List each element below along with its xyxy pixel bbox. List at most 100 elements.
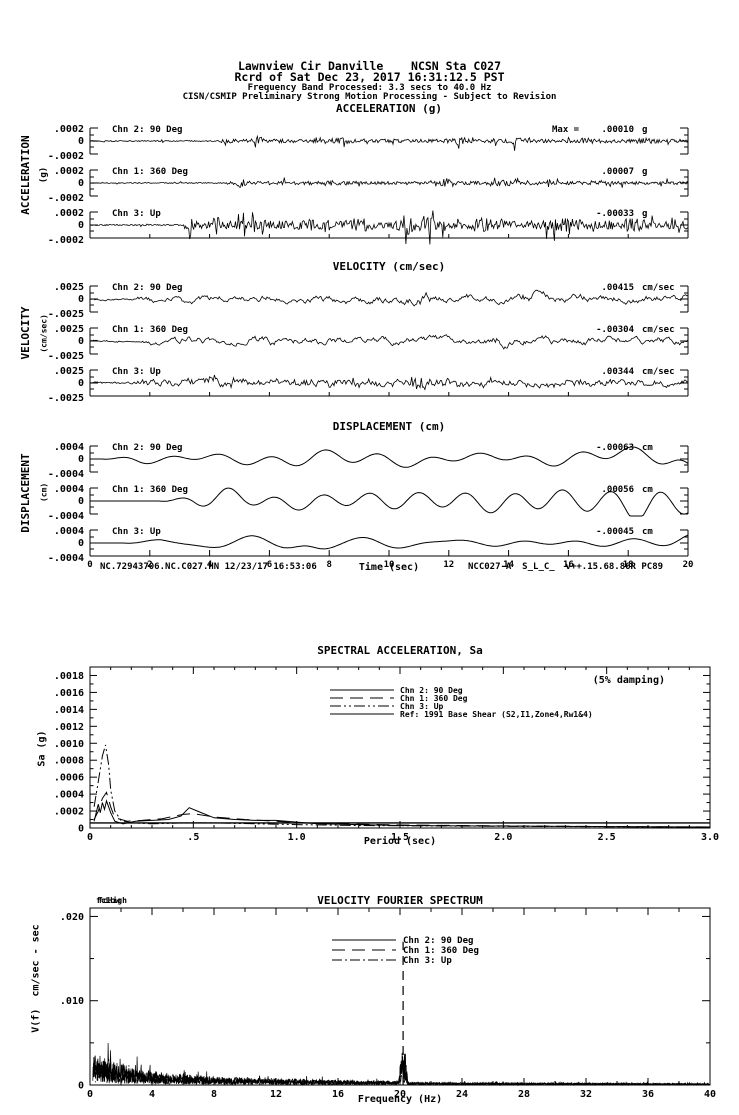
legend-label-chn-1-360-deg: Chn 1: 360 Deg — [400, 694, 468, 703]
ytick-label: .0004 — [54, 790, 84, 801]
fourier-trace-chn-3-up — [92, 1059, 711, 1087]
xtick-label: 2.5 — [598, 832, 616, 843]
ytick-label: 0 — [78, 378, 84, 389]
unit-label: cm/sec — [642, 367, 675, 377]
ytick-label: .020 — [60, 912, 84, 923]
ytick-label: .0010 — [54, 739, 84, 750]
xtick-label: 4 — [207, 560, 213, 570]
ytick-label: 0 — [78, 136, 84, 147]
ytick-label: -.0025 — [48, 309, 84, 320]
channel-label: Chn 3: Up — [112, 209, 161, 219]
trace-chn-2-90-deg — [90, 446, 689, 468]
xtick-label: 0 — [87, 1089, 93, 1100]
legend-label-chn-3-up: Chn 3: Up — [403, 956, 452, 966]
legend-label-chn-2-90-deg: Chn 2: 90 Deg — [400, 686, 463, 695]
ytick-label: -.0004 — [48, 511, 84, 522]
spectral-acceleration-title: SPECTRAL ACCELERATION, Sa — [317, 644, 483, 657]
ytick-label: -.0004 — [48, 469, 84, 480]
acceleration-title: ACCELERATION (g) — [336, 102, 442, 115]
max-value-label: -.00304 — [596, 325, 635, 335]
max-value-label: .00010 — [601, 125, 634, 135]
xtick-label: 20 — [683, 560, 694, 570]
xtick-label: 8 — [326, 560, 331, 570]
ytick-label: 0 — [78, 496, 84, 507]
max-value-label: .00007 — [601, 167, 634, 177]
max-value-label: -.00033 — [596, 209, 634, 219]
max-value-label: .00056 — [601, 485, 634, 495]
trace-chn-1-360-deg — [90, 487, 689, 517]
header-processing-line: CISN/CSMIP Preliminary Strong Motion Pro… — [182, 92, 557, 102]
xtick-label: 3.0 — [701, 832, 719, 843]
xtick-label: 1.5 — [391, 832, 409, 843]
ytick-label: -.0002 — [48, 151, 84, 162]
velocity-fourier-spectrum-plot: .020 .010 00 4 8 12 16 20 24 28 32 36 40 Chn 2: 90 De… — [60, 907, 716, 1100]
displacement-title: DISPLACEMENT (cm) — [332, 420, 446, 433]
xtick-label: 12 — [443, 560, 454, 570]
fourier-spectrum-title: VELOCITY FOURIER SPECTRUM — [317, 894, 483, 907]
trace-chn-3-up — [89, 210, 689, 245]
xtick-label: 36 — [642, 1089, 654, 1100]
unit-label: cm/sec — [642, 283, 675, 293]
trace-chn-1-360-deg — [89, 334, 689, 350]
xtick-label: 1.0 — [288, 832, 306, 843]
ytick-label: .0002 — [54, 166, 84, 177]
legend-label-ref-1991-base-shear-s2-i1-zone4-rw1-4: Ref: 1991 Base Shear (S2,I1,Zone4,Rw1&4) — [400, 710, 593, 719]
ytick-label: .0006 — [54, 773, 84, 784]
xtick-label: 4 — [149, 1089, 155, 1100]
channel-label: Chn 3: Up — [112, 527, 161, 537]
xtick-label: 10 — [384, 560, 395, 570]
xtick-label: 0 — [87, 560, 92, 570]
spectral-acceleration-plot: .0018 .0016 .0014 .0012 .0010 .0008 .0006 .0004… — [54, 666, 719, 843]
xtick-label: 24 — [456, 1089, 468, 1100]
ytick-label: .0002 — [54, 124, 84, 135]
xtick-label: 2.0 — [494, 832, 512, 843]
ytick-label: 0 — [78, 336, 84, 347]
xtick-label: 32 — [580, 1089, 592, 1100]
channel-label: Chn 2: 90 Deg — [112, 443, 182, 453]
ytick-label: .0018 — [54, 671, 84, 682]
ytick-label: -.0002 — [48, 235, 84, 246]
damping-annotation: (5% damping) — [592, 675, 665, 686]
channel-label: Chn 1: 360 Deg — [112, 485, 188, 495]
ytick-label: 0 — [78, 454, 84, 465]
xtick-label: 16 — [563, 560, 574, 570]
unit-label: cm — [642, 527, 653, 537]
xtick-label: 16 — [332, 1089, 344, 1100]
max-prefix-label: Max = — [552, 125, 580, 135]
xtick-label: 28 — [518, 1089, 530, 1100]
unit-label: cm/sec — [642, 325, 675, 335]
ytick-label: -.0002 — [48, 193, 84, 204]
ytick-label: 0 — [78, 538, 84, 549]
ytick-label: .0004 — [54, 442, 84, 453]
header-record-line: Rcrd of Sat Dec 23, 2017 16:31:12.5 PST — [234, 70, 505, 84]
ytick-label: .0004 — [54, 484, 84, 495]
channel-label: Chn 3: Up — [112, 367, 161, 377]
ytick-label: .010 — [60, 996, 84, 1007]
xtick-label: 14 — [503, 560, 514, 570]
velocity-title: VELOCITY (cm/sec) — [332, 260, 446, 273]
ytick-label: 0 — [78, 220, 84, 231]
xtick-label: 8 — [211, 1089, 217, 1100]
unit-label: g — [642, 209, 647, 219]
ytick-label: .0008 — [54, 756, 84, 767]
ytick-label: .0012 — [54, 722, 84, 733]
sa-series-chn-3-up — [93, 744, 711, 828]
xtick-label: 20 — [394, 1089, 406, 1100]
record-id-footer: NC.72943706.NC.C027.HN 12/23/17 16:53:06 — [100, 562, 317, 572]
ytick-label: -.0004 — [48, 553, 84, 564]
channel-label: Chn 1: 360 Deg — [112, 325, 188, 335]
legend-label-chn-3-up: Chn 3: Up — [400, 702, 444, 711]
xtick-label: 18 — [623, 560, 634, 570]
max-value-label: -.00063 — [596, 443, 634, 453]
legend-label-chn-1-360-deg: Chn 1: 360 Deg — [403, 946, 479, 956]
ytick-label: 0 — [78, 1081, 84, 1092]
trace-chn-3-up — [90, 534, 689, 550]
sa-series-chn-1-360-deg — [93, 791, 711, 828]
fc-low-label: fcLow — [96, 896, 121, 905]
frequency-axis-label: Frequency (Hz) — [357, 1094, 443, 1105]
ytick-label: .0016 — [54, 688, 84, 699]
header-station-line: Lawnview Cir Danville NCSN Sta C027 — [237, 59, 502, 73]
